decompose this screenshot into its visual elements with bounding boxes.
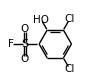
Text: O: O: [20, 24, 29, 34]
Text: Cl: Cl: [64, 14, 75, 24]
Text: F: F: [8, 39, 14, 49]
Text: Cl: Cl: [64, 64, 75, 74]
Text: O: O: [20, 54, 29, 63]
Text: HO: HO: [33, 15, 49, 25]
Text: S: S: [21, 39, 28, 49]
